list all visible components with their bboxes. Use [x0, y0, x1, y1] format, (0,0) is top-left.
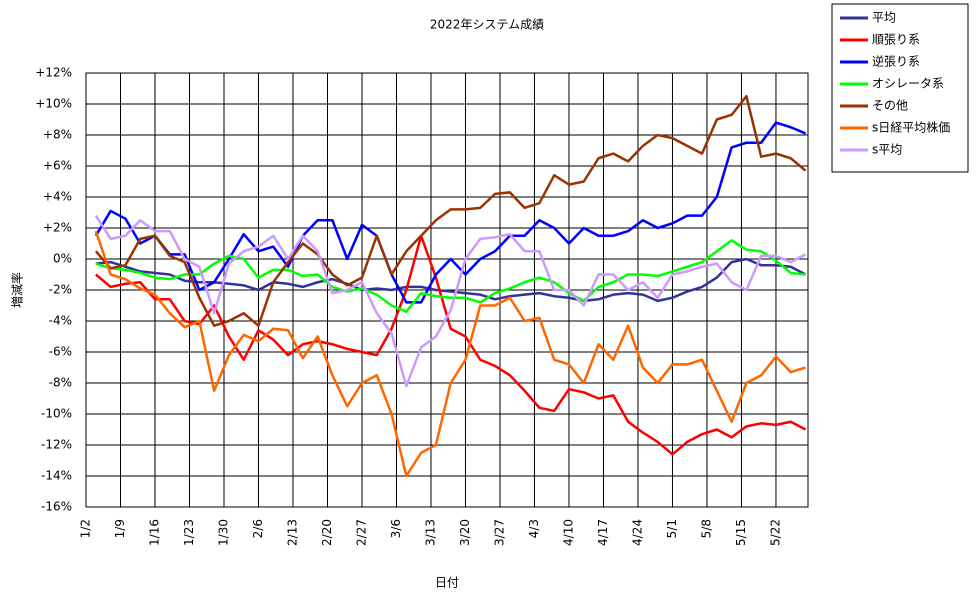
- x-tick-label: 4/3: [527, 519, 541, 538]
- x-tick-label: 4/10: [561, 519, 575, 546]
- y-tick-label: -14%: [41, 469, 72, 483]
- x-tick-label: 2/6: [251, 519, 265, 538]
- y-tick-label: +12%: [35, 66, 72, 80]
- legend-label: s日経平均株価: [872, 120, 950, 135]
- y-tick-label: +4%: [43, 190, 72, 204]
- x-tick-label: 3/20: [458, 519, 472, 546]
- x-axis-label: 日付: [435, 576, 459, 590]
- legend-box: [831, 3, 969, 173]
- legend-label: その他: [872, 99, 908, 113]
- y-tick-label: -12%: [41, 438, 72, 452]
- series-line: [95, 239, 806, 313]
- y-tick-label: 0%: [53, 252, 72, 266]
- legend-label: 逆張り系: [872, 54, 920, 69]
- y-axis-label: 増減率: [10, 272, 25, 308]
- legend-label: 順張り系: [872, 33, 920, 47]
- y-tick-label: +2%: [43, 221, 72, 235]
- x-tick-label: 2/27: [354, 519, 368, 546]
- x-tick-label: 1/9: [113, 519, 127, 538]
- x-tick-label: 5/1: [665, 519, 679, 538]
- y-tick-label: -6%: [49, 345, 72, 359]
- x-tick-label: 1/2: [79, 519, 93, 538]
- x-tick-label: 1/23: [182, 519, 196, 546]
- series-line: [94, 121, 807, 304]
- series-line: [94, 230, 806, 478]
- x-tick-label: 4/24: [630, 519, 644, 546]
- x-tick-label: 1/16: [147, 519, 161, 546]
- x-tick-label: 5/15: [734, 519, 748, 546]
- x-tick-label: 4/17: [596, 519, 610, 546]
- x-tick-label: 2/20: [320, 519, 334, 546]
- y-tick-label: -8%: [49, 376, 72, 390]
- x-tick-label: 1/30: [216, 519, 230, 546]
- y-tick-label: +10%: [35, 97, 72, 111]
- x-tick-label: 5/22: [768, 519, 782, 546]
- y-tick-label: -2%: [49, 283, 72, 297]
- legend-label: オシレータ系: [872, 77, 944, 91]
- legend-label: s平均: [872, 143, 902, 157]
- series-line: [94, 95, 807, 327]
- x-tick-label: 3/27: [492, 519, 506, 546]
- legend-label: 平均: [872, 11, 896, 25]
- chart-title: 2022年システム成績: [430, 18, 544, 32]
- y-tick-label: -4%: [49, 314, 72, 328]
- x-tick-label: 5/8: [699, 519, 713, 538]
- y-tick-label: -10%: [41, 407, 72, 421]
- series-line: [94, 214, 807, 388]
- y-tick-label: +6%: [43, 159, 72, 173]
- x-tick-label: 3/6: [389, 519, 403, 538]
- x-tick-label: 3/13: [423, 519, 437, 546]
- series-line: [95, 234, 807, 456]
- y-tick-label: -16%: [41, 500, 72, 514]
- x-tick-label: 2/13: [285, 519, 299, 546]
- y-tick-label: +8%: [43, 128, 72, 142]
